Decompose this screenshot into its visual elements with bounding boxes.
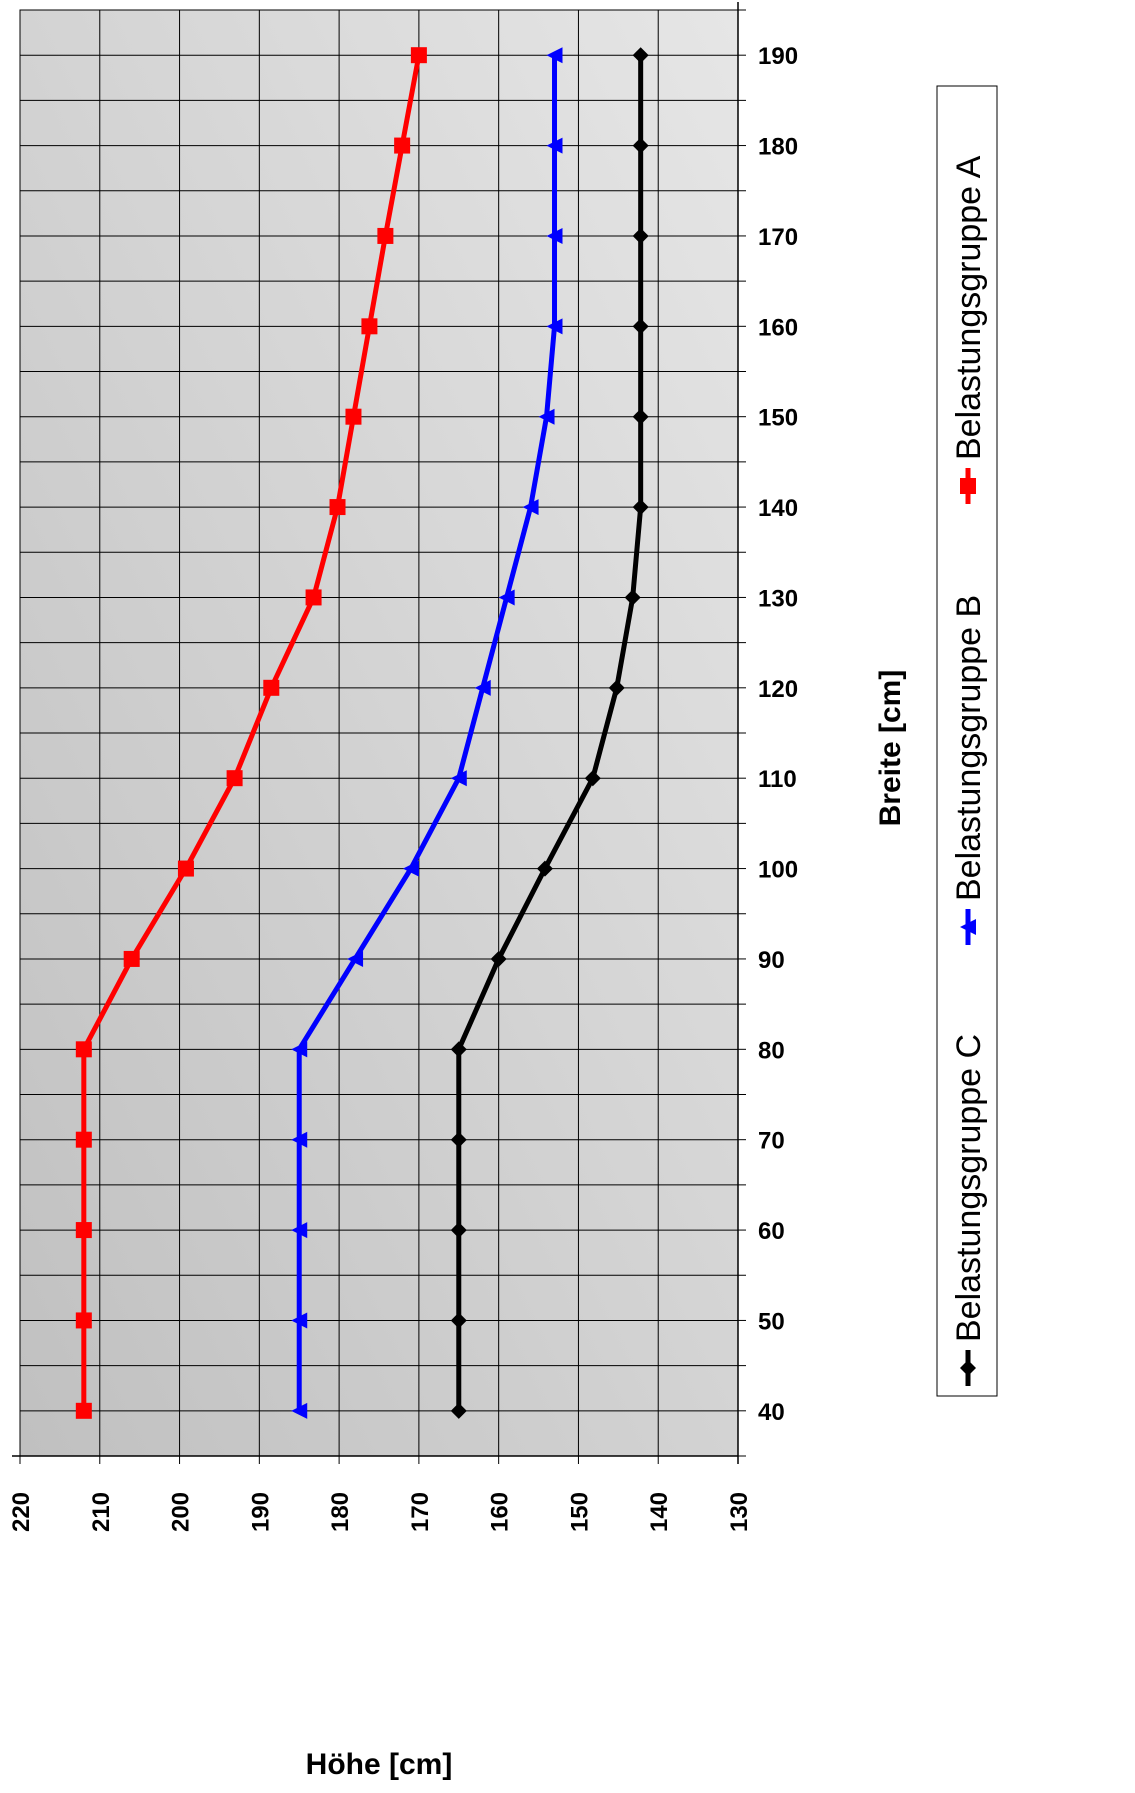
data-point — [546, 47, 563, 64]
y-axis-title: Breite [cm] — [874, 670, 907, 827]
data-point — [226, 770, 243, 787]
data-point — [123, 950, 140, 967]
y-tick-label: 90 — [758, 947, 785, 974]
x-tick-label: 160 — [487, 1492, 514, 1532]
y-tick-label: 50 — [758, 1308, 785, 1335]
series-belastungsgruppe-c — [450, 47, 649, 1419]
data-point — [410, 47, 427, 64]
y-tick-label: 120 — [758, 676, 798, 703]
legend-marker — [960, 478, 976, 494]
data-point — [546, 137, 563, 154]
y-tick-label: 170 — [758, 224, 798, 251]
data-point — [450, 770, 467, 787]
data-point — [632, 227, 649, 244]
data-point — [498, 589, 515, 606]
data-point — [450, 1041, 467, 1058]
data-point — [377, 227, 394, 244]
data-point — [394, 137, 411, 154]
series-belastungsgruppe-a — [75, 47, 427, 1419]
data-point — [402, 860, 419, 877]
axes: 40 50 60 70 80 90 100 110 120 130 140 150 160 170 180 1… — [8, 2, 798, 1532]
y-tick-label: 140 — [758, 495, 798, 522]
legend-label: Belastungsgruppe A — [950, 155, 988, 460]
y-tick-label: 80 — [758, 1037, 785, 1064]
series-belastungsgruppe-b — [291, 47, 563, 1419]
data-point — [345, 408, 362, 425]
x-tick-label: 180 — [327, 1492, 354, 1532]
data-point — [329, 499, 346, 516]
y-tick-label: 160 — [758, 314, 798, 341]
y-tick-label: 110 — [758, 766, 797, 793]
data-point — [263, 679, 280, 696]
series-layer — [75, 47, 649, 1419]
data-point — [624, 589, 641, 606]
data-point — [450, 1312, 467, 1329]
y-tick-label: 40 — [758, 1399, 785, 1426]
data-point — [608, 679, 625, 696]
y-tick-label: 100 — [758, 857, 798, 884]
series-line — [456, 55, 644, 1411]
data-point — [291, 1312, 308, 1329]
data-point — [522, 499, 539, 516]
data-point — [361, 318, 378, 335]
data-point — [450, 1131, 467, 1148]
data-point — [546, 227, 563, 244]
y-tick-label: 60 — [758, 1218, 785, 1245]
data-point — [632, 47, 649, 64]
legend-label: Belastungsgruppe C — [950, 1034, 988, 1342]
x-tick-label: 200 — [168, 1492, 195, 1532]
data-point — [75, 1041, 92, 1058]
y-tick-label: 190 — [758, 43, 798, 70]
data-point — [546, 318, 563, 335]
data-point — [305, 589, 322, 606]
series-line — [81, 54, 422, 1411]
x-tick-label: 140 — [646, 1492, 673, 1532]
x-tick-label: 170 — [407, 1492, 434, 1532]
x-axis-title: Höhe [cm] — [306, 1748, 453, 1781]
legend-marker — [960, 1360, 976, 1376]
legend-label: Belastungsgruppe B — [950, 595, 988, 901]
data-point — [291, 1402, 308, 1419]
data-point — [632, 408, 649, 425]
y-tick-label: 180 — [758, 134, 798, 161]
data-point — [584, 770, 601, 787]
data-point — [450, 1402, 467, 1419]
series-line — [296, 55, 558, 1411]
legend: Belastungsgruppe C Belastungsgruppe B Bela… — [936, 85, 998, 1397]
data-point — [347, 950, 364, 967]
legend-box — [936, 85, 998, 1397]
data-point — [450, 1222, 467, 1239]
y-tick-label: 130 — [758, 585, 798, 612]
x-tick-label: 130 — [726, 1492, 753, 1532]
data-point — [75, 1402, 92, 1419]
data-point — [75, 1312, 92, 1329]
x-tick-label: 210 — [88, 1492, 115, 1532]
data-point — [490, 950, 507, 967]
data-point — [291, 1222, 308, 1239]
legend-marker — [960, 919, 976, 935]
x-tick-label: 150 — [566, 1492, 593, 1532]
data-point — [291, 1131, 308, 1148]
data-point — [536, 860, 553, 877]
data-point — [474, 679, 491, 696]
y-tick-label: 150 — [758, 405, 798, 432]
data-point — [75, 1222, 92, 1239]
data-point — [75, 1131, 92, 1148]
y-tick-label: 70 — [758, 1128, 785, 1155]
data-point — [632, 137, 649, 154]
data-point — [538, 408, 555, 425]
data-point — [632, 499, 649, 516]
x-tick-label: 220 — [8, 1492, 35, 1532]
x-tick-label: 190 — [247, 1492, 274, 1532]
data-point — [291, 1041, 308, 1058]
data-point — [177, 860, 194, 877]
data-point — [632, 318, 649, 335]
